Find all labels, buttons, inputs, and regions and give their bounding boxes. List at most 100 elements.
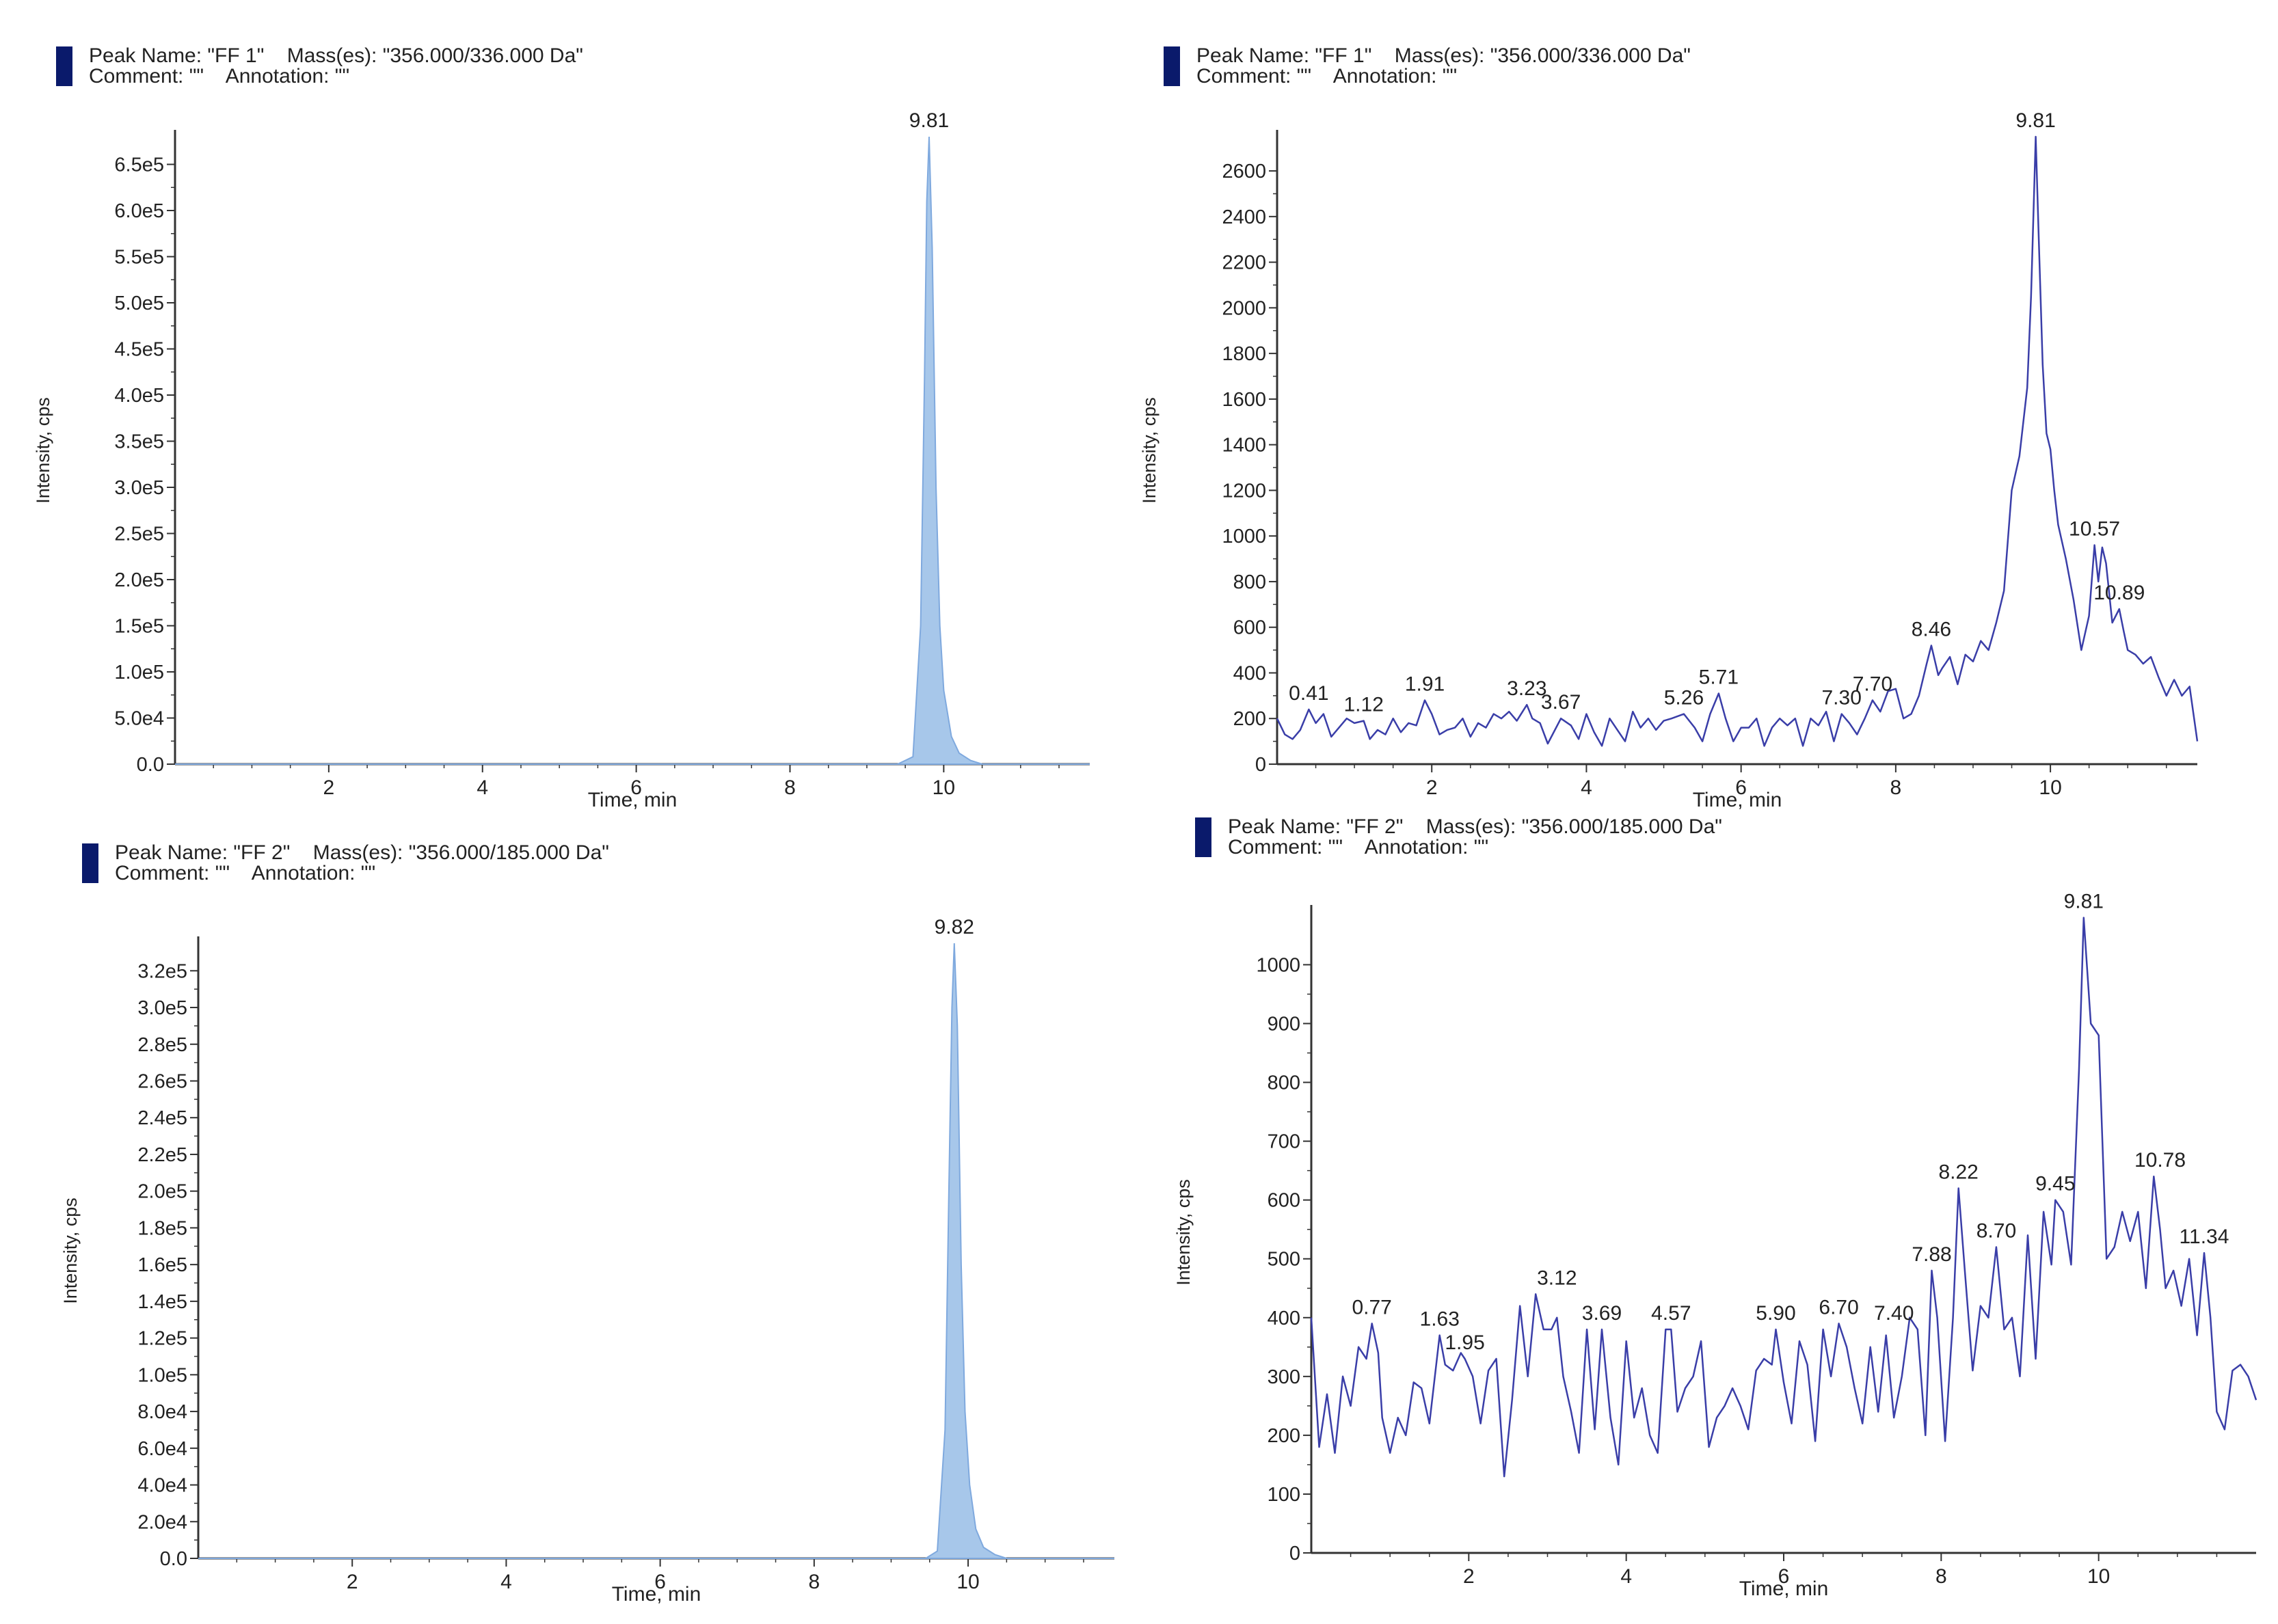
y-tick-label: 2.8e5 [137,1034,187,1056]
y-tick-label: 3.0e5 [137,997,187,1019]
y-tick-label: 400 [1233,662,1266,684]
peak-label: 9.81 [909,109,949,132]
x-tick-label: 8 [808,1571,820,1593]
y-tick-label: 2.6e5 [137,1070,187,1092]
peak-label: 5.71 [1699,666,1739,689]
y-tick-label: 2200 [1222,252,1266,274]
y-tick-label: 1.8e5 [137,1217,187,1239]
peak-label: 0.77 [1352,1296,1391,1318]
y-tick-label: 8.0e4 [137,1401,187,1423]
y-tick-label: 6.5e5 [114,154,164,176]
y-tick-label: 1600 [1222,389,1266,411]
y-tick-label: 3.2e5 [137,960,187,982]
y-tick-label: 4.0e4 [137,1475,187,1497]
x-tick-label: 10 [2087,1565,2110,1588]
peak-label: 9.81 [2015,109,2055,132]
y-axis-label: Intensity, cps [60,1197,81,1304]
y-tick-label: 400 [1268,1308,1300,1329]
y-tick-label: 700 [1268,1131,1300,1153]
peak-label: 3.69 [1582,1302,1622,1325]
y-tick-label: 1400 [1222,435,1266,457]
x-tick-label: 6 [1778,1565,1790,1588]
y-axis-label: Intensity, cps [1173,1179,1194,1286]
peak-label: 10.78 [2134,1149,2186,1172]
y-tick-label: 1.0e5 [137,1364,187,1386]
x-tick-label: 10 [933,776,955,799]
x-tick-label: 2 [347,1571,358,1593]
peak-label: 7.40 [1874,1302,1914,1325]
y-tick-label: 2600 [1222,161,1266,182]
x-tick-label: 4 [1581,776,1592,799]
x-tick-label: 6 [630,776,642,799]
y-tick-label: 2.0e4 [137,1511,187,1533]
x-axis-label: Time, min [612,1583,701,1606]
y-tick-label: 1.4e5 [137,1291,187,1313]
x-axis-label: Time, min [1739,1578,1829,1600]
y-tick-label: 1200 [1222,480,1266,502]
peak-label: 6.70 [1819,1296,1858,1318]
y-tick-label: 6.0e4 [137,1438,187,1460]
peak-label: 10.57 [2069,518,2120,541]
header-line-2: Comment: "" Annotation: "" [115,862,376,884]
y-tick-label: 600 [1233,617,1266,639]
peak-label: 1.95 [1445,1331,1484,1354]
x-tick-label: 8 [1890,776,1902,799]
y-tick-label: 1.6e5 [137,1254,187,1276]
y-tick-label: 200 [1233,708,1266,730]
peak-label: 0.41 [1289,682,1328,705]
y-tick-label: 1000 [1222,526,1266,547]
peak-label: 4.57 [1651,1302,1691,1325]
x-tick-label: 8 [784,776,796,799]
series-area [175,136,1090,765]
y-tick-label: 5.0e5 [114,293,164,314]
header-line-1: Peak Name: "FF 1" Mass(es): "356.000/336… [1196,44,1691,67]
x-tick-label: 6 [654,1571,666,1593]
y-tick-label: 2.0e5 [137,1181,187,1203]
y-tick-label: 800 [1233,571,1266,593]
y-tick-label: 5.5e5 [114,247,164,269]
peak-label: 1.12 [1343,694,1383,716]
y-tick-label: 6.0e5 [114,200,164,222]
peak-label: 5.26 [1664,687,1704,709]
peak-label: 10.89 [2093,582,2145,604]
peak-label: 3.67 [1541,691,1581,714]
y-tick-label: 300 [1268,1366,1300,1388]
peak-label: 3.23 [1507,677,1546,700]
peak-label: 3.12 [1537,1267,1577,1289]
peak-label: 11.34 [2180,1226,2229,1248]
header-line-1: Peak Name: "FF 2" Mass(es): "356.000/185… [115,841,609,864]
y-tick-label: 900 [1268,1014,1300,1036]
x-tick-label: 10 [956,1571,979,1593]
y-tick-label: 2.5e5 [114,524,164,545]
y-tick-label: 1.0e5 [114,662,164,684]
peak-label: 7.30 [1822,687,1862,709]
series-line [1276,135,2199,747]
peak-label: 9.45 [2035,1173,2075,1195]
y-axis-label: Intensity, cps [1139,397,1160,504]
peak-label: 5.90 [1756,1302,1795,1325]
y-tick-label: 4.0e5 [114,385,164,407]
peak-label: 8.22 [1938,1161,1978,1183]
peak-label: 8.70 [1976,1220,2016,1243]
y-tick-label: 3.5e5 [114,431,164,453]
y-tick-label: 2.2e5 [137,1144,187,1166]
x-axis-label: Time, min [1693,789,1782,811]
header-line-2: Comment: "" Annotation: "" [1196,65,1458,87]
x-tick-label: 10 [2039,776,2061,799]
header-line-1: Peak Name: "FF 1" Mass(es): "356.000/336… [89,44,583,67]
series-marker-1 [56,46,72,86]
x-axis-label: Time, min [588,789,678,811]
x-tick-label: 6 [1735,776,1747,799]
y-tick-label: 2.0e5 [114,569,164,591]
y-tick-label: 1000 [1256,954,1300,976]
peak-label: 7.88 [1912,1243,1951,1266]
y-tick-label: 1.5e5 [114,616,164,638]
series-marker-2 [1164,46,1180,86]
peak-label: 8.46 [1912,618,1951,640]
y-tick-label: 1800 [1222,343,1266,365]
x-tick-label: 2 [1463,1565,1475,1588]
x-tick-label: 4 [1620,1565,1632,1588]
header-line-2: Comment: "" Annotation: "" [89,65,350,87]
y-axis-label: Intensity, cps [33,397,53,504]
